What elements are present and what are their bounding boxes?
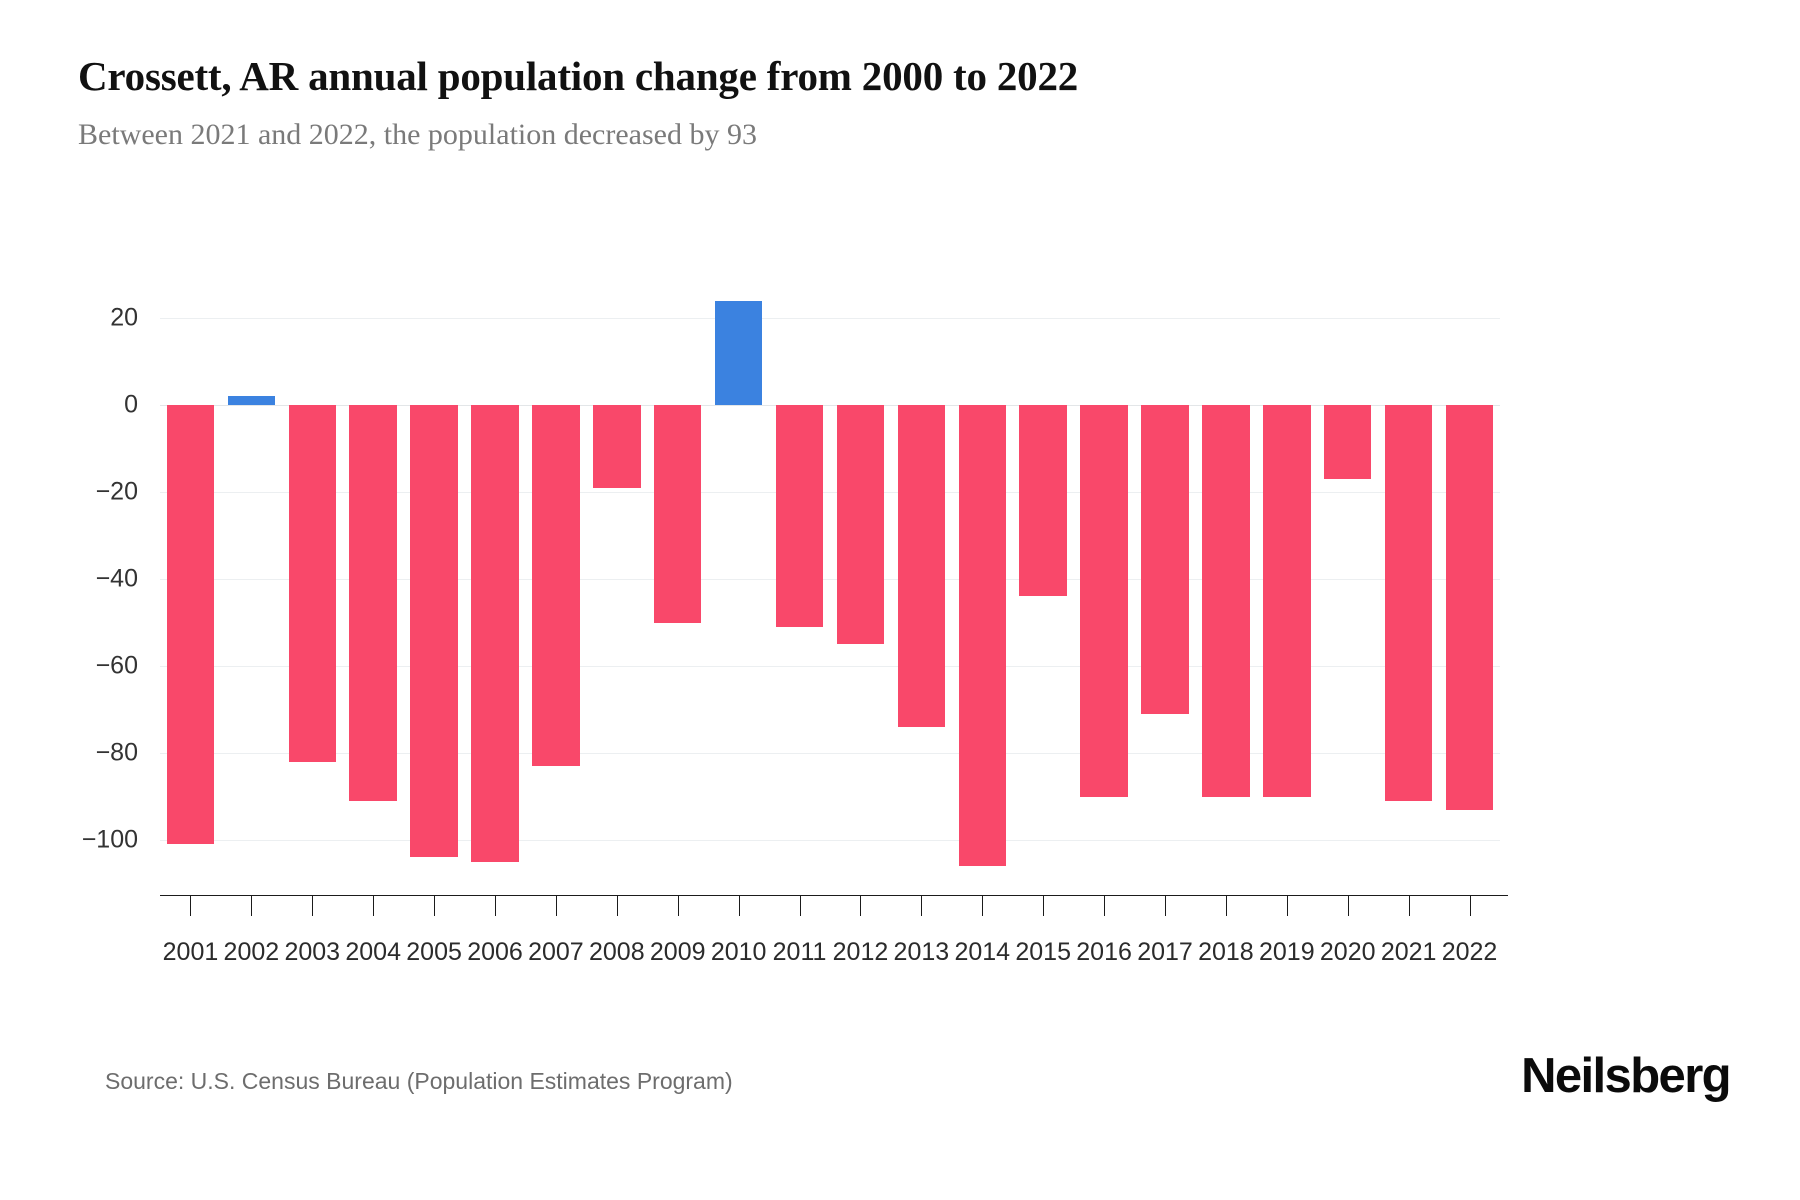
y-axis-tick-label: −20 xyxy=(95,477,138,506)
y-axis-tick-label: 20 xyxy=(110,303,138,332)
bar-2004[interactable] xyxy=(349,405,397,801)
gridline xyxy=(160,492,1500,493)
gridline xyxy=(160,753,1500,754)
x-axis-tick xyxy=(1286,895,1288,916)
x-axis-tick xyxy=(616,895,618,916)
x-axis-tick xyxy=(799,895,801,916)
x-axis-tick xyxy=(434,895,436,916)
bar-2013[interactable] xyxy=(897,405,946,727)
bar-2021[interactable] xyxy=(1384,405,1433,801)
gridline xyxy=(160,666,1500,667)
x-axis-tick xyxy=(555,895,557,916)
x-axis-tick-label-2015: 2015 xyxy=(1015,938,1071,966)
source-note: Source: U.S. Census Bureau (Population E… xyxy=(105,1068,733,1094)
x-axis-tick-label-2016: 2016 xyxy=(1076,938,1132,966)
plot-area xyxy=(160,262,1500,867)
x-axis-tick xyxy=(738,895,740,916)
page-title: Crossett, AR annual population change fr… xyxy=(78,53,1079,99)
y-axis-tick-label: −80 xyxy=(95,738,138,767)
x-axis-tick-label-2014: 2014 xyxy=(954,938,1011,966)
x-axis-tick xyxy=(1469,895,1471,916)
x-axis-tick-label-2006: 2006 xyxy=(467,938,523,966)
x-axis-tick-label-2020: 2020 xyxy=(1319,938,1376,966)
x-axis-tick-label-2009: 2009 xyxy=(649,938,706,966)
bar-2022[interactable] xyxy=(1445,405,1494,810)
x-axis-tick xyxy=(312,895,314,916)
x-axis-tick-label-2010: 2010 xyxy=(710,938,767,966)
bar-2001[interactable] xyxy=(166,405,215,845)
y-axis-tick-label: −100 xyxy=(81,825,138,854)
x-axis-tick-label-2008: 2008 xyxy=(589,938,645,966)
x-axis-tick-label-2017: 2017 xyxy=(1137,938,1193,966)
bar-2018[interactable] xyxy=(1202,405,1250,797)
bar-2006[interactable] xyxy=(471,405,519,862)
x-axis-tick xyxy=(921,895,923,916)
x-axis-tick-label-2013: 2013 xyxy=(893,938,950,966)
x-axis-tick-label-2005: 2005 xyxy=(406,938,462,966)
x-axis-tick-label-2021: 2021 xyxy=(1380,938,1437,966)
x-axis-tick xyxy=(495,895,496,916)
bar-2012[interactable] xyxy=(836,405,885,645)
bar-2002[interactable] xyxy=(227,396,276,405)
brand-logo: Neilsberg xyxy=(1521,1049,1732,1103)
x-axis-tick-label-2018: 2018 xyxy=(1198,938,1254,966)
y-axis-tick-label: −60 xyxy=(95,651,138,680)
gridline xyxy=(160,579,1500,580)
x-axis-tick-label-2022: 2022 xyxy=(1441,938,1498,966)
x-axis-tick xyxy=(1347,895,1349,916)
y-axis-tick-label: −40 xyxy=(95,564,138,593)
bar-2011[interactable] xyxy=(775,405,824,627)
bar-2017[interactable] xyxy=(1141,405,1189,714)
gridline xyxy=(160,318,1500,319)
x-axis-tick xyxy=(1408,895,1410,916)
bar-2008[interactable] xyxy=(593,405,641,488)
x-axis-tick xyxy=(677,895,679,916)
x-axis-tick-label-2003: 2003 xyxy=(284,938,341,966)
x-axis-tick xyxy=(860,895,862,916)
x-axis-tick xyxy=(1165,895,1166,916)
x-axis-tick xyxy=(1043,895,1045,916)
x-axis-line xyxy=(160,895,1508,896)
x-axis-tick-label-2011: 2011 xyxy=(772,938,827,966)
bar-2003[interactable] xyxy=(288,405,337,762)
x-axis-tick-label-2001: 2001 xyxy=(162,938,219,966)
bar-2005[interactable] xyxy=(410,405,458,858)
x-axis-tick xyxy=(1104,895,1106,916)
bar-2019[interactable] xyxy=(1263,405,1311,797)
y-axis-tick-label: 0 xyxy=(124,390,138,419)
x-axis-tick xyxy=(251,895,253,916)
bar-2020[interactable] xyxy=(1323,405,1372,479)
bar-2016[interactable] xyxy=(1080,405,1128,797)
x-axis-tick xyxy=(1225,895,1227,916)
x-axis-tick xyxy=(373,895,375,916)
x-axis-tick-label-2004: 2004 xyxy=(345,938,401,966)
x-axis-tick-label-2019: 2019 xyxy=(1259,938,1315,966)
x-axis-tick-label-2012: 2012 xyxy=(832,938,889,966)
gridline xyxy=(160,405,1500,406)
bar-2010[interactable] xyxy=(714,300,763,405)
x-axis-tick xyxy=(190,895,192,916)
x-axis-tick-label-2007: 2007 xyxy=(528,938,584,966)
bar-2014[interactable] xyxy=(958,405,1007,867)
page-subtitle: Between 2021 and 2022, the population de… xyxy=(78,118,757,151)
bar-2015[interactable] xyxy=(1019,405,1067,597)
x-axis-tick-label-2002: 2002 xyxy=(223,938,280,966)
bar-2009[interactable] xyxy=(653,405,702,623)
gridline xyxy=(160,840,1500,841)
x-axis-tick xyxy=(982,895,984,916)
bar-2007[interactable] xyxy=(532,405,580,767)
